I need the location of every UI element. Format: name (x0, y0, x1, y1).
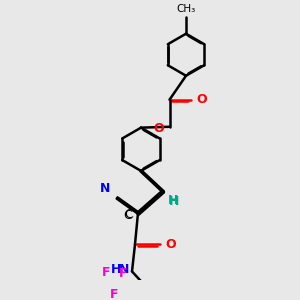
Text: C: C (124, 208, 133, 221)
Text: O: O (153, 122, 164, 135)
Text: C: C (123, 209, 132, 222)
Text: H: H (169, 195, 179, 208)
Text: N: N (100, 182, 110, 195)
Text: CH₃: CH₃ (176, 4, 196, 14)
Text: F: F (102, 266, 110, 279)
Text: F: F (110, 288, 118, 300)
Text: H: H (111, 262, 122, 275)
Text: O: O (165, 238, 175, 251)
Text: N: N (118, 262, 129, 275)
Text: F: F (118, 267, 127, 280)
Text: O: O (196, 93, 207, 106)
Text: H: H (168, 194, 178, 207)
